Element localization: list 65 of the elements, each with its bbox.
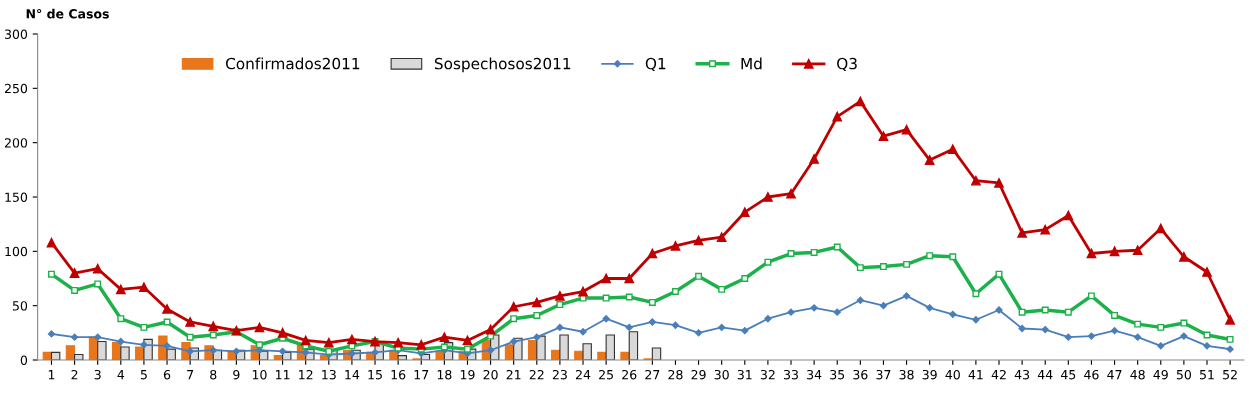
x-tick-label: 17 xyxy=(414,370,429,380)
x-tick-label: 33 xyxy=(784,369,798,380)
x-tick-label: 28 xyxy=(668,369,683,380)
y-tick-label: 100 xyxy=(5,246,28,257)
x-tick-label: 24 xyxy=(575,369,591,380)
x-tick-label: 16 xyxy=(391,369,406,380)
x-tick-label: 39 xyxy=(922,369,937,380)
x-tick-label: 15 xyxy=(368,370,382,380)
x-tick-label: 46 xyxy=(1084,369,1099,380)
y-tick-label: 300 xyxy=(4,29,28,39)
x-tick-label: 45 xyxy=(1060,370,1076,380)
x-tick-label: 48 xyxy=(1130,369,1145,380)
x-tick-label: 4 xyxy=(117,370,125,380)
x-tick-label: 8 xyxy=(210,369,217,380)
x-tick-label: 47 xyxy=(1107,370,1122,380)
x-tick-label: 20 xyxy=(483,369,498,380)
x-tick-label: 22 xyxy=(529,369,544,380)
x-tick-label: 50 xyxy=(1176,369,1191,380)
legend-label: Md xyxy=(741,57,762,70)
x-tick-label: 30 xyxy=(714,369,729,380)
x-tick-label: 43 xyxy=(1014,369,1030,380)
x-tick-label: 51 xyxy=(1200,370,1214,380)
x-tick-label: 23 xyxy=(552,369,567,380)
legend-label: Q3 xyxy=(837,57,857,72)
x-tick-label: 25 xyxy=(599,369,613,380)
x-tick-label: 11 xyxy=(276,370,290,380)
x-tick-label: 2 xyxy=(71,369,78,380)
legend-label: Confirmados2011 xyxy=(225,57,360,70)
x-tick-label: 26 xyxy=(622,369,637,380)
x-tick-label: 40 xyxy=(945,369,960,380)
x-tick-label: 7 xyxy=(187,370,194,380)
y-tick-label: 150 xyxy=(5,192,28,202)
x-tick-label: 27 xyxy=(645,369,660,380)
y-axis-title: N° de Casos xyxy=(26,8,109,19)
x-tick-label: 42 xyxy=(991,369,1006,380)
x-tick-label: 36 xyxy=(853,369,868,380)
x-tick-label: 38 xyxy=(899,369,914,380)
x-tick-label: 41 xyxy=(968,370,983,380)
x-tick-label: 3 xyxy=(94,369,101,380)
x-tick-label: 12 xyxy=(299,369,313,380)
x-tick-label: 29 xyxy=(691,369,706,380)
legend-label: Q1 xyxy=(645,57,666,72)
x-tick-label: 6 xyxy=(163,369,171,380)
x-tick-label: 49 xyxy=(1153,369,1168,380)
x-tick-label: 13 xyxy=(322,369,336,380)
x-tick-label: 19 xyxy=(460,369,475,380)
y-tick-label: 250 xyxy=(4,83,28,94)
x-tick-label: 52 xyxy=(1223,369,1237,380)
y-tick-label: 0 xyxy=(20,355,28,365)
x-tick-label: 32 xyxy=(760,369,775,380)
x-tick-label: 35 xyxy=(830,369,845,380)
x-tick-label: 5 xyxy=(140,370,147,380)
x-tick-label: 10 xyxy=(252,369,267,380)
x-tick-label: 14 xyxy=(345,370,360,380)
x-tick-label: 37 xyxy=(876,369,891,380)
x-tick-label: 18 xyxy=(437,369,452,380)
x-tick-label: 31 xyxy=(737,369,752,380)
x-tick-label: 1 xyxy=(48,370,55,380)
legend-label: Sospechosos2011 xyxy=(434,57,571,73)
x-tick-label: 9 xyxy=(233,369,240,380)
x-tick-label: 44 xyxy=(1037,370,1053,380)
y-tick-label: 50 xyxy=(12,301,28,311)
x-tick-label: 34 xyxy=(807,369,822,380)
y-tick-label: 200 xyxy=(4,138,28,148)
x-tick-label: 21 xyxy=(506,369,521,380)
